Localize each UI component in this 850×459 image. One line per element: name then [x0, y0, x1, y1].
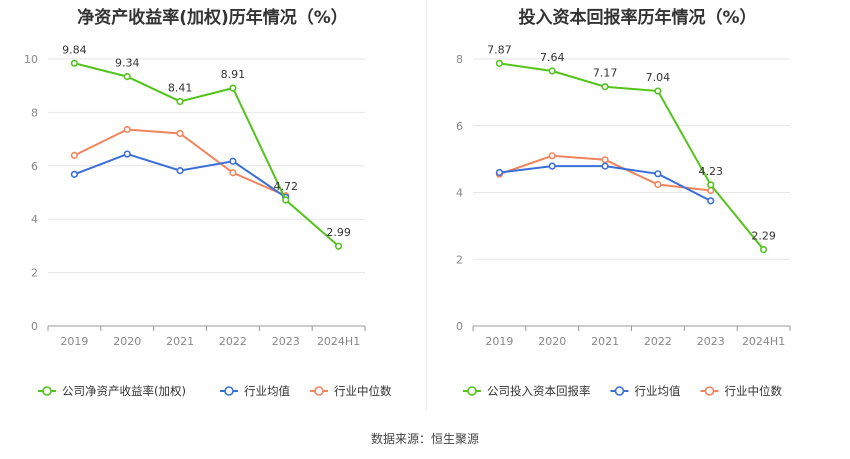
x-tick-label: 2020: [113, 335, 141, 348]
data-point: [176, 97, 184, 106]
x-tick-label: 2020: [538, 335, 566, 348]
x-tick-label: 2024H1: [742, 335, 785, 348]
data-point: [70, 151, 79, 159]
data-label: 7.64: [540, 51, 565, 64]
roic-chart-title: 投入资本回报率历年情况（%）: [518, 8, 757, 28]
x-tick-label: 2024H1: [317, 335, 360, 348]
data-point: [601, 162, 609, 170]
series-line: [499, 62, 765, 251]
data-point: [548, 152, 556, 160]
data-point: [176, 167, 184, 175]
data-label: 8.91: [221, 68, 246, 81]
data-label: 7.17: [593, 67, 618, 80]
y-tick-label: 6: [456, 120, 463, 133]
x-tick-label: 2023: [697, 335, 725, 348]
data-label: 2.99: [326, 226, 351, 239]
data-point: [601, 156, 609, 164]
data-point: [548, 162, 556, 170]
legend-label: 行业中位数: [334, 384, 392, 398]
x-tick-label: 2022: [644, 335, 672, 348]
data-label: 4.72: [274, 180, 299, 193]
data-point: [654, 87, 662, 95]
data-point: [707, 181, 715, 189]
data-point: [123, 73, 131, 81]
y-tick-label: 0: [31, 320, 38, 333]
y-tick-label: 4: [456, 187, 463, 200]
roe-chart-title: 净资产收益率(加权)历年情况（%）: [77, 8, 348, 28]
y-tick-label: 0: [456, 320, 463, 333]
data-label: 8.41: [168, 81, 193, 94]
roic-chart-panel: 投入资本回报率历年情况（%） 0 2 4 6 8 2019 2020 2021 2022 2023…: [425, 0, 850, 410]
x-tick-label: 2019: [485, 335, 513, 348]
y-tick-label: 2: [456, 253, 463, 266]
data-point: [334, 242, 343, 250]
series-line: [499, 165, 712, 202]
data-point: [70, 170, 79, 178]
roic-chart: 0 2 4 6 8 2019 2020 2021 2022 2023 2024H1 7.87 7.64 7…: [456, 43, 791, 398]
data-label: 7.04: [646, 71, 671, 84]
data-point: [282, 196, 290, 204]
y-tick-label: 10: [24, 53, 38, 66]
data-point: [495, 168, 504, 177]
y-tick-label: 8: [31, 106, 38, 119]
panel-divider: [426, 0, 427, 410]
legend-marker: [614, 386, 625, 396]
data-point: [601, 83, 609, 91]
legend-marker: [224, 386, 234, 396]
x-tick-label: 2021: [591, 335, 619, 348]
y-tick-label: 8: [456, 53, 463, 66]
y-tick-label: 4: [31, 213, 38, 226]
data-point: [654, 180, 662, 189]
legend-label: 公司投入资本回报率: [487, 384, 591, 398]
legend-label: 行业中位数: [725, 384, 783, 398]
legend-label: 公司净资产收益率(加权): [62, 384, 186, 398]
data-point: [176, 129, 184, 138]
data-label: 9.34: [115, 57, 140, 70]
data-label: 7.87: [487, 43, 512, 56]
data-point: [70, 59, 79, 67]
x-tick-label: 2022: [219, 335, 247, 348]
legend-label: 行业均值: [635, 384, 681, 398]
data-point: [123, 125, 131, 134]
x-tick-label: 2019: [60, 335, 88, 348]
data-point: [123, 150, 131, 158]
data-point: [495, 59, 504, 67]
series-line: [74, 62, 340, 247]
x-tick-label: 2021: [166, 335, 194, 348]
data-label: 9.84: [62, 43, 87, 56]
data-label: 4.23: [699, 165, 724, 178]
data-point: [229, 84, 237, 92]
data-point: [707, 197, 715, 205]
data-point: [229, 169, 237, 177]
series-line: [74, 152, 287, 199]
legend-marker: [314, 386, 324, 396]
roe-chart: 0 2 4 6 8 10 2019 2020 2021 2022 2023 2024H1 9.84 9.3…: [24, 43, 392, 398]
legend-marker: [467, 386, 477, 396]
data-point: [759, 245, 768, 254]
data-source: 数据来源：恒生聚源: [370, 432, 479, 446]
legend-label: 行业均值: [244, 384, 290, 398]
roe-chart-panel: 净资产收益率(加权)历年情况（%） 0 2 4 6 8 10 2019 2020 2021 202…: [0, 0, 425, 410]
data-point: [229, 157, 237, 165]
data-label: 2.29: [751, 230, 776, 243]
legend-marker: [704, 386, 715, 396]
data-point: [548, 67, 556, 75]
y-tick-label: 6: [31, 160, 38, 173]
y-tick-label: 2: [31, 267, 38, 280]
x-tick-label: 2023: [272, 335, 300, 348]
data-point: [654, 170, 662, 178]
legend-marker: [42, 386, 52, 396]
